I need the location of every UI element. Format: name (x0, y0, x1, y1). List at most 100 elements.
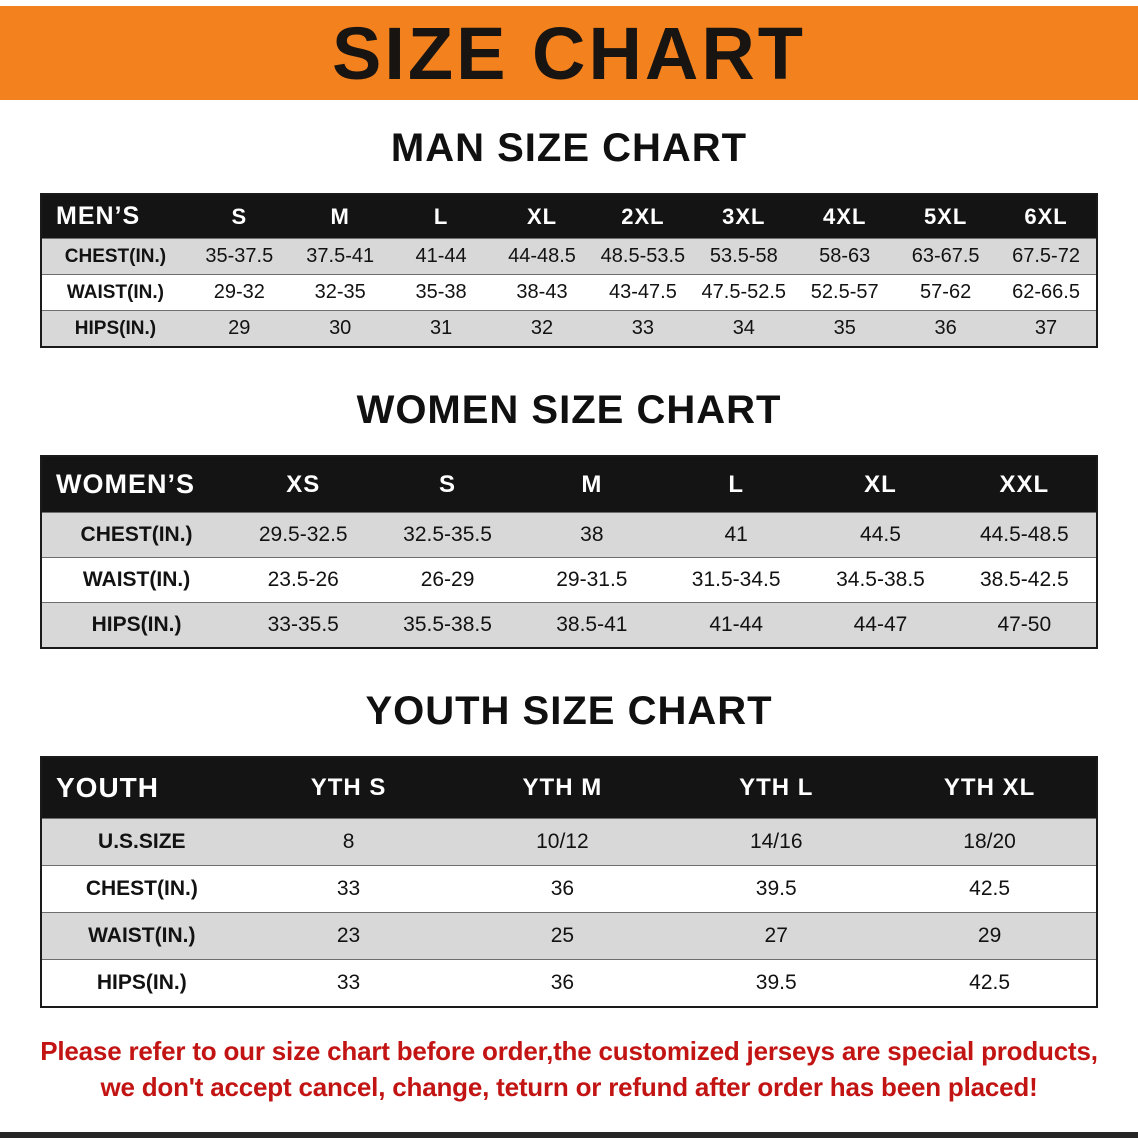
size-value-cell: 29 (228, 317, 251, 339)
size-value-cell: 37 (1034, 317, 1058, 339)
table-row: HIPS(IN.) 33-35.5 35.5-38.5 38.5-41 41-44 44-… (41, 602, 1097, 648)
row-label: CHEST(IN.) (64, 245, 167, 267)
size-value-cell: 53.5-58 (709, 245, 778, 267)
size-value-cell: 38 (580, 523, 604, 546)
size-column-header: YTH L (669, 757, 884, 819)
size-value-cell: 44-48.5 (508, 245, 576, 267)
row-label: HIPS(IN.) (96, 971, 187, 994)
size-value-cell: 41-44 (709, 613, 764, 636)
size-value-cell: 39.5 (755, 877, 797, 900)
table-row: U.S.SIZE 8 10/12 14/16 18/20 (41, 818, 1097, 866)
table-row: WAIST(IN.) 29-32 32-35 35-38 38-43 43-47.5 47.… (41, 274, 1097, 311)
table-row: CHEST(IN.) 29.5-32.5 32.5-35.5 38 41 44.5 44.5… (41, 512, 1097, 558)
banner: SIZE CHART (0, 6, 1138, 100)
size-value-cell: 44-47 (853, 613, 908, 636)
size-value-cell: 29-31.5 (556, 568, 628, 591)
women-section-heading: WOMEN SIZE CHART (356, 388, 782, 432)
size-value-cell: 42.5 (969, 877, 1011, 900)
size-value-cell: 30 (329, 317, 352, 339)
size-value-cell: 48.5-53.5 (600, 245, 686, 267)
size-value-cell: 47.5-52.5 (701, 281, 787, 303)
size-value-cell: 29 (977, 924, 1002, 947)
size-column-header: 5XL (895, 194, 997, 239)
size-column-header: XXL (952, 456, 1097, 513)
men-size-section: MAN SIZE CHART MEN’S S M L XL 2XL 3XL 4XL 5XL 6XL… (0, 126, 1138, 348)
size-column-header: 2XL (592, 194, 694, 239)
row-label: HIPS(IN.) (74, 317, 157, 339)
size-column-header: XS (231, 456, 376, 513)
size-value-cell: 23 (336, 924, 361, 947)
men-size-table: MEN’S S M L XL 2XL 3XL 4XL 5XL 6XL CHEST(IN.) 35-37… (40, 193, 1098, 348)
table-row: HIPS(IN.) 33 36 39.5 42.5 (41, 959, 1097, 1008)
table-corner-label: WOMEN’S (41, 456, 232, 513)
size-value-cell: 29-32 (213, 281, 265, 303)
row-label: U.S.SIZE (98, 830, 186, 853)
size-column-header: XL (808, 456, 953, 513)
size-value-cell: 33 (336, 971, 361, 994)
size-value-cell: 36 (550, 971, 575, 994)
size-value-cell: 32-35 (314, 281, 366, 303)
size-value-cell: 14/16 (749, 830, 803, 853)
size-column-header: S (375, 456, 520, 513)
size-value-cell: 27 (764, 924, 788, 947)
size-value-cell: 8 (342, 830, 355, 853)
size-value-cell: 47-50 (997, 613, 1052, 636)
size-column-header: YTH XL (883, 757, 1097, 819)
size-value-cell: 10/12 (536, 830, 589, 853)
size-column-header: YTH M (455, 757, 670, 819)
disclaimer-line-1: Please refer to our size chart before or… (40, 1036, 1098, 1066)
size-value-cell: 36 (550, 877, 575, 900)
size-value-cell: 38-43 (516, 281, 568, 303)
size-value-cell: 42.5 (969, 971, 1011, 994)
size-value-cell: 67.5-72 (1012, 245, 1080, 267)
row-label: WAIST(IN.) (88, 924, 196, 947)
page-title: SIZE CHART (332, 11, 806, 95)
size-value-cell: 34 (732, 317, 755, 339)
size-column-header: S (188, 194, 290, 239)
size-value-cell: 43-47.5 (608, 281, 677, 303)
size-column-header: M (289, 194, 391, 239)
size-value-cell: 38.5-42.5 (979, 568, 1069, 591)
youth-section-heading: YOUTH SIZE CHART (365, 689, 773, 733)
size-value-cell: 32.5-35.5 (403, 523, 492, 546)
row-label: WAIST(IN.) (82, 568, 191, 591)
table-row: WAIST(IN.) 23.5-26 26-29 29-31.5 31.5-34.5 34… (41, 557, 1097, 603)
size-column-header: XL (491, 194, 593, 239)
table-row: CHEST(IN.) 33 36 39.5 42.5 (41, 865, 1097, 913)
table-row: HIPS(IN.) 29 30 31 32 33 34 35 36 37 (41, 310, 1097, 347)
table-row: WAIST(IN.) 23 25 27 29 (41, 912, 1097, 960)
row-label: WAIST(IN.) (66, 281, 164, 303)
size-value-cell: 58-63 (819, 245, 871, 267)
size-value-cell: 35.5-38.5 (403, 613, 492, 636)
size-value-cell: 32 (530, 317, 554, 339)
size-value-cell: 29.5-32.5 (258, 523, 348, 546)
size-value-cell: 33 (631, 317, 655, 339)
size-column-header: 6XL (996, 194, 1097, 239)
size-value-cell: 44.5-48.5 (979, 523, 1069, 546)
table-header-row: MEN’S S M L XL 2XL 3XL 4XL 5XL 6XL (41, 194, 1097, 239)
size-value-cell: 25 (550, 924, 575, 947)
size-column-header: 4XL (794, 194, 896, 239)
size-value-cell: 57-62 (920, 281, 972, 303)
size-value-cell: 62-66.5 (1012, 281, 1080, 303)
size-value-cell: 41 (724, 523, 748, 546)
size-value-cell: 52.5-57 (810, 281, 879, 303)
women-size-table: WOMEN’S XS S M L XL XXL CHEST(IN.) 29.5-32.5 32.5… (40, 455, 1098, 649)
size-value-cell: 36 (934, 317, 957, 339)
size-value-cell: 33-35.5 (267, 613, 339, 636)
size-column-header: 3XL (693, 194, 795, 239)
size-value-cell: 26-29 (420, 568, 475, 591)
size-value-cell: 39.5 (755, 971, 797, 994)
table-header-row: YOUTH YTH S YTH M YTH L YTH XL (41, 757, 1097, 819)
size-value-cell: 31 (429, 317, 453, 339)
size-value-cell: 44.5 (860, 523, 901, 546)
size-value-cell: 35-38 (415, 281, 467, 303)
table-header-row: WOMEN’S XS S M L XL XXL (41, 456, 1097, 513)
size-column-header: L (664, 456, 809, 513)
size-value-cell: 63-67.5 (911, 245, 980, 267)
bottom-border (0, 1132, 1138, 1138)
women-size-section: WOMEN SIZE CHART WOMEN’S XS S M L XL XXL CHEST(… (0, 388, 1138, 649)
size-column-header: L (390, 194, 492, 239)
size-value-cell: 35 (833, 317, 856, 339)
size-value-cell: 35-37.5 (205, 245, 274, 267)
